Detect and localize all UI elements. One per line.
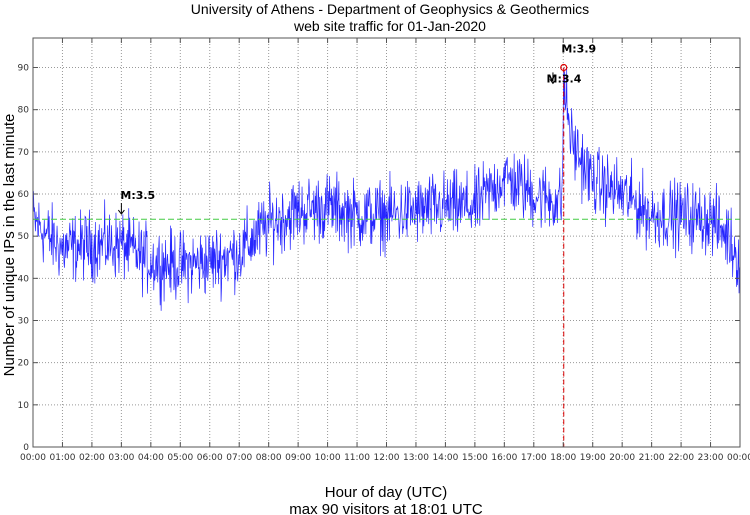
y-tick-label: 80 xyxy=(18,106,30,116)
x-tick-label: 01:00 xyxy=(49,453,75,463)
x-tick-label: 05:00 xyxy=(167,453,193,463)
x-tick-label: 00:00 xyxy=(20,453,46,463)
y-axis-label: Number of unique IPs in the last minute xyxy=(1,114,18,377)
x-tick-label: 06:00 xyxy=(197,453,223,463)
x-tick-label: 16:00 xyxy=(491,453,517,463)
x-tick-label: 23:00 xyxy=(698,453,724,463)
x-tick-label: 09:00 xyxy=(285,453,311,463)
x-tick-label: 08:00 xyxy=(256,453,282,463)
x-axis-label: Hour of day (UTC) xyxy=(325,484,448,501)
max-visitors-footer: max 90 visitors at 18:01 UTC xyxy=(289,501,483,515)
y-tick-label: 90 xyxy=(18,64,30,74)
max-point-marker xyxy=(560,63,568,72)
x-tick-label: 10:00 xyxy=(315,453,341,463)
y-tick-label: 60 xyxy=(18,190,30,200)
earthquake-annotation-label: M:3.9 xyxy=(561,43,596,56)
y-tick-label: 50 xyxy=(18,232,30,242)
x-tick-label: 14:00 xyxy=(432,453,458,463)
series-layer xyxy=(32,67,741,311)
x-tick-label: 18:00 xyxy=(550,453,576,463)
x-tick-label: 22:00 xyxy=(668,453,694,463)
x-tick-label: 19:00 xyxy=(580,453,606,463)
y-tick-label: 40 xyxy=(18,274,30,284)
x-tick-label: 03:00 xyxy=(108,453,134,463)
y-tick-label: 20 xyxy=(18,359,30,369)
y-tick-label: 30 xyxy=(18,317,30,327)
x-tick-label: 02:00 xyxy=(79,453,105,463)
earthquake-annotation-label: M:3.4 xyxy=(547,72,582,85)
overlay-layer: M:3.5 M:3.4 M:3.9 xyxy=(33,43,740,447)
x-tick-label: 13:00 xyxy=(403,453,429,463)
y-axis-ticks: 0 10 20 30 40 50 60 70 80 90 xyxy=(18,64,740,453)
traffic-series-line xyxy=(32,67,741,311)
earthquake-arrowhead-icon xyxy=(117,209,125,215)
x-tick-label: 12:00 xyxy=(374,453,400,463)
x-tick-label: 04:00 xyxy=(138,453,164,463)
x-tick-label: 15:00 xyxy=(462,453,488,463)
x-tick-label: 00:00 xyxy=(727,453,750,463)
x-tick-label: 21:00 xyxy=(639,453,665,463)
x-tick-label: 20:00 xyxy=(609,453,635,463)
y-tick-label: 0 xyxy=(23,443,29,453)
x-tick-label: 17:00 xyxy=(521,453,547,463)
earthquake-annotation-label: M:3.5 xyxy=(120,189,155,202)
y-tick-label: 70 xyxy=(18,148,30,158)
chart-title: University of Athens - Department of Geo… xyxy=(191,1,589,17)
x-tick-label: 07:00 xyxy=(226,453,252,463)
chart-subtitle: web site traffic for 01-Jan-2020 xyxy=(293,18,486,34)
x-axis-ticks: 00:00 01:00 02:00 03:00 04:00 05:00 06:00 07:00… xyxy=(20,38,750,463)
y-tick-label: 10 xyxy=(18,401,30,411)
x-tick-label: 11:00 xyxy=(344,453,370,463)
earthquake-arrowhead-icon xyxy=(549,79,557,85)
